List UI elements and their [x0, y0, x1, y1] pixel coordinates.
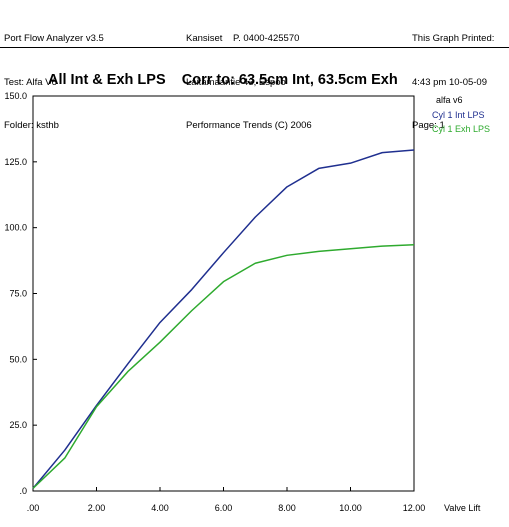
- x-axis: .00 2.00 4.00 6.00 8.00 10.00 12.00: [27, 487, 426, 513]
- company-phone: Kansiset P. 0400-425570: [186, 33, 300, 44]
- series-line-int: [32, 149, 415, 489]
- printed-time: 4:43 pm 10-05-09: [412, 76, 487, 88]
- y-tick-label: 150.0: [4, 91, 27, 101]
- y-tick-label: 25.0: [9, 420, 27, 430]
- x-axis-label: Valve Lift: [444, 503, 481, 513]
- legend-title: alfa v6: [436, 95, 463, 105]
- folder-name: Folder: ksthb: [4, 120, 59, 131]
- plot-frame: [32, 95, 415, 492]
- y-tick-label: 100.0: [4, 223, 27, 233]
- series-group: [32, 149, 415, 489]
- series-line-exh: [32, 244, 415, 489]
- y-tick-label: 125.0: [4, 157, 27, 167]
- y-axis: .0 25.0 50.0 75.0 100.0 125.0 150.0: [4, 91, 37, 496]
- copyright: Performance Trends (C) 2006: [186, 120, 312, 131]
- page-number: Page: 1: [412, 120, 445, 131]
- x-tick-label: 12.00: [403, 503, 426, 513]
- y-tick-label: 75.0: [9, 289, 27, 299]
- program-name: Port Flow Analyzer v3.5: [4, 33, 104, 44]
- legend-entry-int: Cyl 1 Int LPS: [432, 110, 485, 120]
- x-tick-label: .00: [27, 503, 40, 513]
- y-tick-label: .0: [19, 486, 27, 496]
- header-divider: [0, 47, 509, 48]
- x-tick-label: 2.00: [88, 503, 106, 513]
- printed-label: This Graph Printed:: [412, 33, 495, 44]
- y-tick-label: 50.0: [9, 354, 27, 364]
- x-tick-label: 8.00: [278, 503, 296, 513]
- x-tick-label: 10.00: [339, 503, 362, 513]
- header-left: Port Flow Analyzer v3.5 Test: Alfa V6 Fo…: [4, 3, 104, 148]
- x-tick-label: 4.00: [151, 503, 169, 513]
- header-right: This Graph Printed: 4:43 pm 10-05-09 Pag…: [412, 3, 494, 148]
- test-name: Test: Alfa V6: [4, 76, 57, 88]
- chart-title: All Int & Exh LPS Corr to: 63.5cm Int, 6…: [48, 72, 398, 88]
- legend-entry-exh: Cyl 1 Exh LPS: [432, 124, 490, 134]
- header-middle: Kansiset P. 0400-425570 Laitamaantie 43,…: [186, 3, 312, 148]
- company-address: Laitamaantie 43, Espoo: [186, 76, 286, 88]
- legend: alfa v6 Cyl 1 Int LPS Cyl 1 Exh LPS: [432, 95, 490, 134]
- x-tick-label: 6.00: [215, 503, 233, 513]
